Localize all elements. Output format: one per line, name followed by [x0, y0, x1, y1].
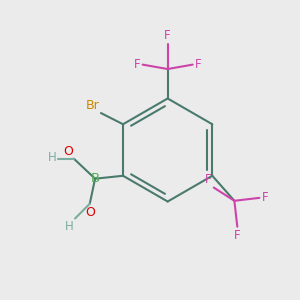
Text: F: F — [262, 191, 268, 204]
Text: Br: Br — [86, 99, 100, 112]
Text: F: F — [234, 229, 241, 242]
Text: H: H — [65, 220, 74, 233]
Text: F: F — [134, 58, 140, 71]
Text: F: F — [206, 173, 212, 186]
Text: F: F — [195, 58, 202, 71]
Text: F: F — [164, 28, 171, 42]
Text: O: O — [63, 145, 73, 158]
Text: B: B — [91, 172, 100, 185]
Text: O: O — [85, 206, 95, 218]
Text: H: H — [47, 151, 56, 164]
